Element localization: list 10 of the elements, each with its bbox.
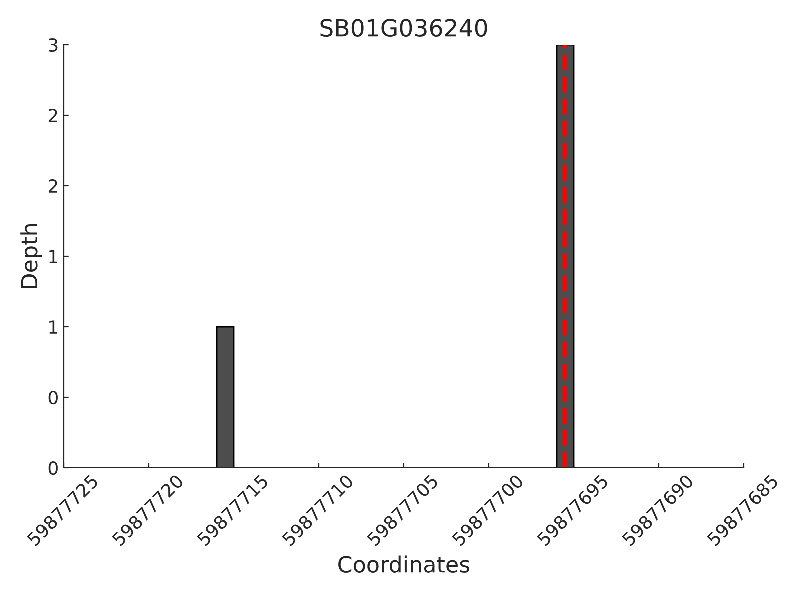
y-tick-label: 2 (48, 108, 58, 122)
y-tick-label: 2 (48, 179, 58, 193)
y-tick-label: 0 (48, 461, 58, 476)
y-axis-title: Depth (20, 224, 42, 288)
y-tick-label: 1 (50, 250, 58, 264)
chart-title: SB01G036240 (320, 19, 488, 37)
y-tick-label: 1 (50, 320, 58, 334)
y-tick-label: 3 (49, 38, 58, 52)
y-tick-label: 0 (48, 390, 58, 405)
x-axis-title: Coordinates (338, 556, 470, 573)
